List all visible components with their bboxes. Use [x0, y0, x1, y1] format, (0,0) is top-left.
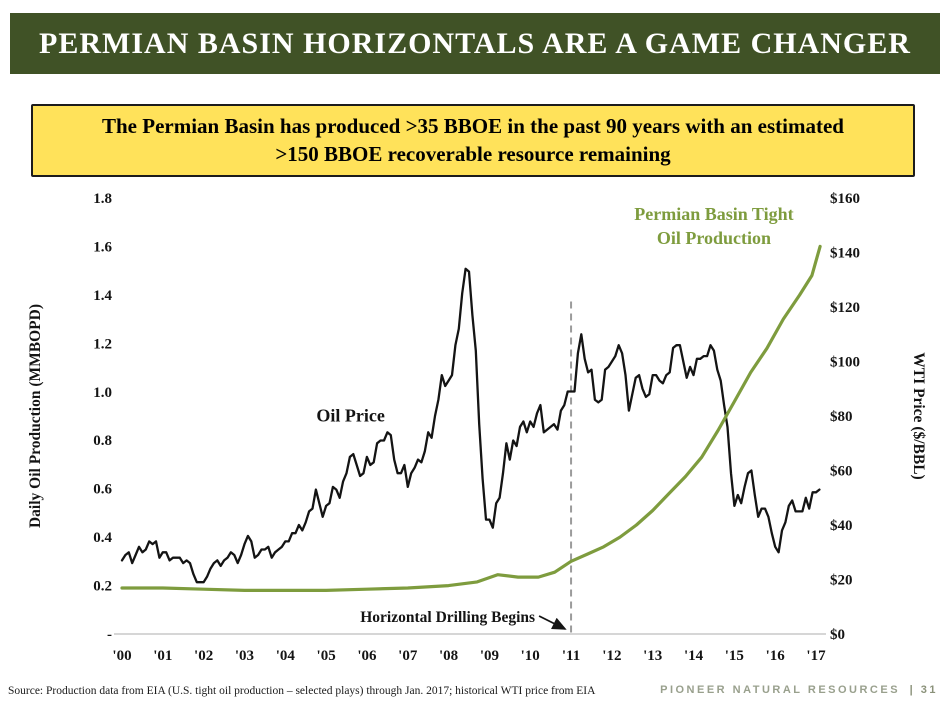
svg-text:$120: $120 [830, 300, 860, 316]
callout-text: The Permian Basin has produced >35 BBOE … [102, 114, 844, 166]
svg-text:$140: $140 [830, 246, 860, 262]
svg-text:-: - [107, 627, 112, 643]
svg-text:'04: '04 [276, 648, 296, 664]
svg-text:'03: '03 [235, 648, 254, 664]
svg-text:WTI Price ($/BBL): WTI Price ($/BBL) [910, 352, 927, 479]
svg-text:'00: '00 [112, 648, 131, 664]
svg-text:Oil Price: Oil Price [316, 405, 384, 425]
chart-canvas: 1.8 1.6 1.4 1.2 1.0 0.8 0.6 0.4 0.2 - $160 $140 $120… [27, 191, 927, 664]
svg-text:'07: '07 [398, 648, 418, 664]
svg-text:'12: '12 [602, 648, 621, 664]
svg-text:1.8: 1.8 [93, 191, 112, 207]
svg-text:'09: '09 [480, 648, 499, 664]
svg-text:1.6: 1.6 [93, 239, 112, 255]
header-bar: PERMIAN BASIN HORIZONTALS ARE A GAME CHA… [10, 13, 940, 74]
chart: 1.8 1.6 1.4 1.2 1.0 0.8 0.6 0.4 0.2 - $160 $140 $120… [0, 182, 950, 687]
svg-text:$80: $80 [830, 409, 853, 425]
page-number: | 31 [909, 684, 938, 696]
svg-text:$40: $40 [830, 518, 853, 534]
svg-text:$100: $100 [830, 355, 860, 371]
svg-text:$20: $20 [830, 573, 853, 589]
svg-text:$0: $0 [830, 627, 845, 643]
svg-text:'01: '01 [153, 648, 172, 664]
svg-text:'11: '11 [562, 648, 580, 664]
callout-box: The Permian Basin has produced >35 BBOE … [31, 104, 915, 178]
svg-text:1.4: 1.4 [93, 288, 112, 304]
svg-text:'15: '15 [725, 648, 744, 664]
svg-text:'16: '16 [766, 648, 786, 664]
svg-text:1.0: 1.0 [93, 385, 112, 401]
svg-text:0.6: 0.6 [93, 482, 112, 498]
svg-text:0.2: 0.2 [93, 579, 112, 595]
svg-text:'06: '06 [357, 648, 377, 664]
svg-text:$160: $160 [830, 191, 860, 207]
svg-text:Permian Basin Tight: Permian Basin Tight [634, 204, 793, 224]
svg-text:0.8: 0.8 [93, 433, 112, 449]
svg-text:Horizontal Drilling Begins: Horizontal Drilling Begins [360, 609, 535, 626]
svg-text:'14: '14 [684, 648, 704, 664]
svg-text:'10: '10 [521, 648, 540, 664]
svg-text:Daily Oil Production (MMBOPD): Daily Oil Production (MMBOPD) [27, 304, 44, 528]
svg-text:Oil Production: Oil Production [657, 228, 771, 248]
svg-text:'13: '13 [643, 648, 662, 664]
brand-name: PIONEER NATURAL RESOURCES [660, 684, 901, 696]
svg-text:1.2: 1.2 [93, 336, 112, 352]
svg-text:'17: '17 [806, 648, 826, 664]
source-note: Source: Production data from EIA (U.S. t… [8, 685, 596, 697]
svg-text:'05: '05 [317, 648, 336, 664]
svg-text:'08: '08 [439, 648, 458, 664]
svg-text:$60: $60 [830, 464, 853, 480]
brand-footer: PIONEER NATURAL RESOURCES | 31 [660, 684, 938, 696]
svg-text:'02: '02 [194, 648, 213, 664]
page-title: PERMIAN BASIN HORIZONTALS ARE A GAME CHA… [39, 26, 911, 60]
svg-text:0.4: 0.4 [93, 530, 112, 546]
